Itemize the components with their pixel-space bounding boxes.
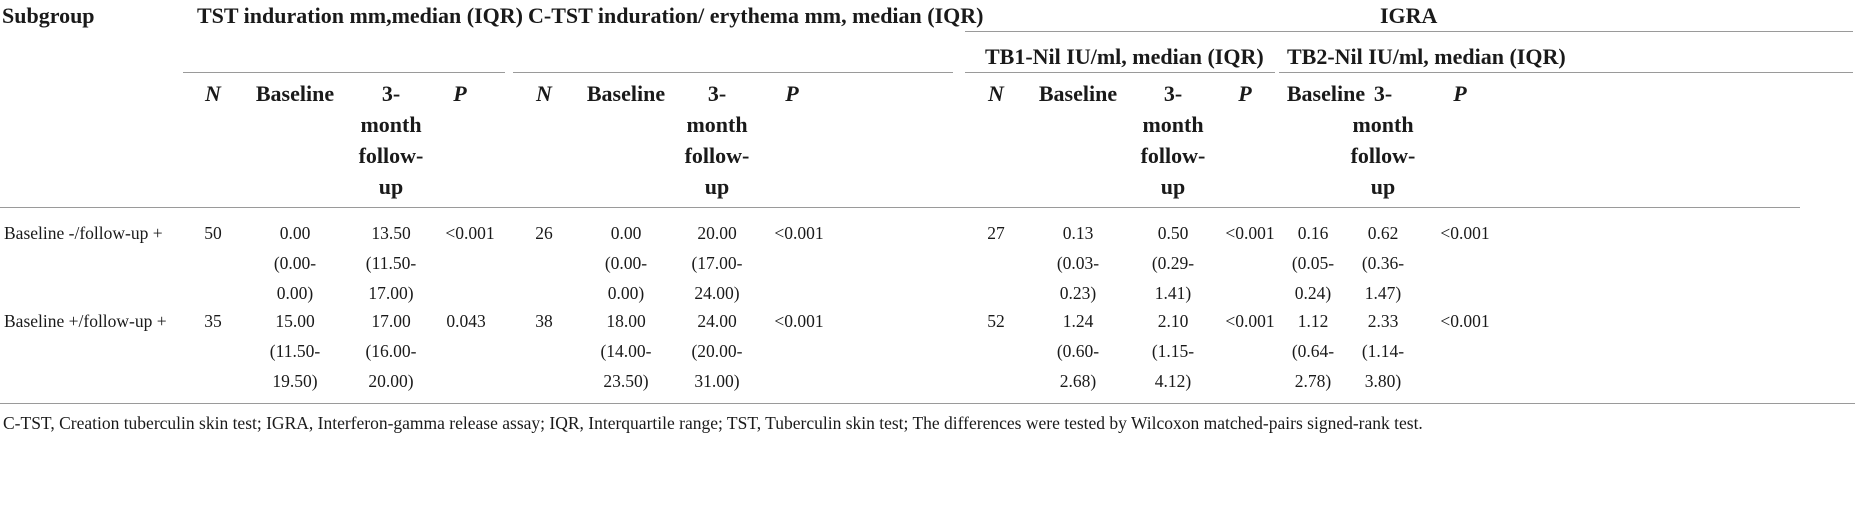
table-cell: 24.00 (20.00- 31.00) [691, 311, 743, 391]
table-cell: 18.00 (14.00- 23.50) [600, 311, 652, 391]
table-footnote: C-TST, Creation tuberculin skin test; IG… [3, 413, 1423, 433]
table-cell: <0.001 [1225, 223, 1275, 243]
table-cell: 0.62 (0.36- 1.47) [1361, 223, 1405, 303]
tst-underline [183, 72, 505, 73]
col-p-ctst: P [785, 81, 799, 106]
table-cell: 2.33 (1.14- 3.80) [1361, 311, 1405, 391]
table-cell: 0.043 [446, 311, 486, 331]
header-tb2: TB2-Nil IU/ml, median (IQR) [1287, 44, 1566, 69]
table-cell: <0.001 [445, 223, 495, 243]
header-ctst: C-TST induration/ erythema mm, median (I… [528, 3, 984, 28]
col-followup-tst: 3- month follow-up [358, 81, 424, 199]
table-cell: <0.001 [774, 223, 824, 243]
col-baseline-tb1: Baseline [1038, 81, 1118, 106]
igra-divider [965, 31, 1853, 32]
col-p-tb1: P [1238, 81, 1252, 106]
table-cell: 1.12 (0.64- 2.78) [1291, 311, 1335, 391]
tb1-underline [965, 72, 1275, 73]
table-cell: 17.00 (16.00- 20.00) [365, 311, 417, 391]
header-separator [0, 207, 1800, 208]
table-cell: 2.10 (1.15- 4.12) [1151, 311, 1195, 391]
table-cell: <0.001 [1440, 311, 1490, 331]
table-cell: <0.001 [774, 311, 824, 331]
table-cell: 1.24 (0.60- 2.68) [1056, 311, 1100, 391]
col-followup-tb2: 3- month follow-up [1350, 81, 1416, 199]
col-baseline-tst: Baseline [255, 81, 335, 106]
table-cell: 50 [204, 223, 222, 243]
table-cell: 15.00 (11.50- 19.50) [269, 311, 321, 391]
table-cell: 35 [204, 311, 222, 331]
header-subgroup: Subgroup [2, 3, 95, 28]
table-cell: <0.001 [1440, 223, 1490, 243]
table-cell: 13.50 (11.50- 17.00) [365, 223, 417, 303]
header-igra: IGRA [1380, 3, 1438, 28]
table-cell: 0.16 (0.05- 0.24) [1291, 223, 1335, 303]
table-bottom-rule [0, 403, 1855, 404]
col-p-tst: P [453, 81, 467, 106]
table-cell: 0.00 (0.00- 0.00) [604, 223, 648, 303]
col-n-tst: N [205, 81, 221, 106]
table-cell: <0.001 [1225, 311, 1275, 331]
col-baseline-ctst: Baseline [586, 81, 666, 106]
ctst-underline [513, 72, 953, 73]
table-cell: 20.00 (17.00- 24.00) [691, 223, 743, 303]
table-cell: 0.13 (0.03- 0.23) [1056, 223, 1100, 303]
col-followup-tb1: 3- month follow-up [1140, 81, 1206, 199]
header-tst: TST induration mm,median (IQR) [197, 3, 523, 28]
table-cell: 0.00 (0.00- 0.00) [273, 223, 317, 303]
tb2-underline [1279, 72, 1853, 73]
col-p-tb2: P [1453, 81, 1467, 106]
table-cell: 0.50 (0.29- 1.41) [1151, 223, 1195, 303]
table-cell: 27 [987, 223, 1005, 243]
col-followup-ctst: 3- month follow-up [684, 81, 750, 199]
header-tb1: TB1-Nil IU/ml, median (IQR) [985, 44, 1264, 69]
col-n-tb1: N [988, 81, 1004, 106]
table-cell: 26 [535, 223, 553, 243]
table-cell: 38 [535, 311, 553, 331]
col-baseline-tb2: Baseline [1286, 81, 1366, 106]
col-n-ctst: N [536, 81, 552, 106]
row-label: Baseline -/follow-up + [4, 223, 163, 243]
table-cell: 52 [987, 311, 1005, 331]
row-label: Baseline +/follow-up + [4, 311, 167, 331]
